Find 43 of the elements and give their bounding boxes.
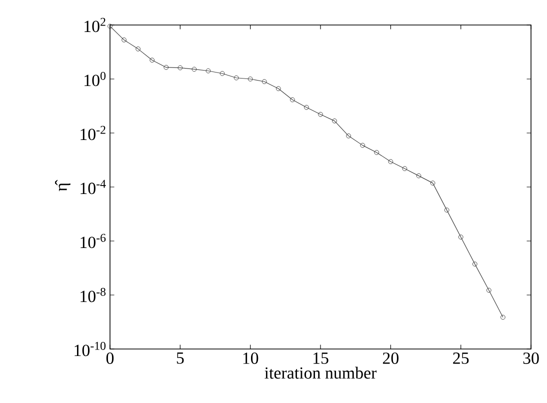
y-tick-label: 10$^{-4}$ — [80, 180, 106, 194]
point — [248, 76, 253, 82]
point — [318, 112, 323, 117]
y-tick-label: 10$^{2}$ — [84, 18, 106, 32]
y-tick-label: 10$^{-6}$ — [80, 234, 106, 248]
point — [430, 180, 436, 186]
y-tick-label: 10$^{-8}$ — [80, 288, 106, 302]
point — [192, 66, 197, 72]
point — [136, 46, 141, 52]
point — [402, 166, 408, 172]
y-axis-title: η̂ — [55, 180, 70, 192]
point — [346, 133, 352, 138]
x-axis-title: iteration number — [264, 366, 377, 379]
y-tick-label: 10$^{0}$ — [84, 72, 106, 86]
point — [444, 208, 450, 212]
point — [416, 173, 422, 178]
point — [304, 104, 309, 110]
x-tick-label: 0 — [106, 352, 114, 364]
x-tick-label: 25 — [453, 352, 469, 364]
y-tick-label: 10$^{-2}$ — [80, 126, 106, 140]
point — [374, 150, 380, 155]
point — [220, 71, 225, 76]
point — [290, 97, 295, 102]
point — [486, 288, 492, 293]
point — [360, 142, 366, 148]
point — [262, 79, 267, 84]
point — [206, 68, 211, 74]
x-tick-label: 10 — [243, 352, 258, 364]
point — [234, 75, 239, 80]
x-tick-label: 15 — [314, 352, 328, 364]
point — [332, 118, 337, 124]
x-tick-label: 30 — [523, 352, 539, 364]
x-tick-label: 5 — [176, 352, 184, 364]
point — [276, 86, 281, 92]
y-tick-label: 10$^{-10}$ — [74, 342, 106, 356]
point — [164, 64, 169, 70]
point — [122, 37, 126, 42]
x-tick-label: 20 — [382, 352, 398, 364]
point — [178, 65, 183, 70]
point — [472, 262, 478, 266]
point — [388, 159, 394, 164]
point — [458, 234, 464, 240]
point — [150, 58, 155, 63]
